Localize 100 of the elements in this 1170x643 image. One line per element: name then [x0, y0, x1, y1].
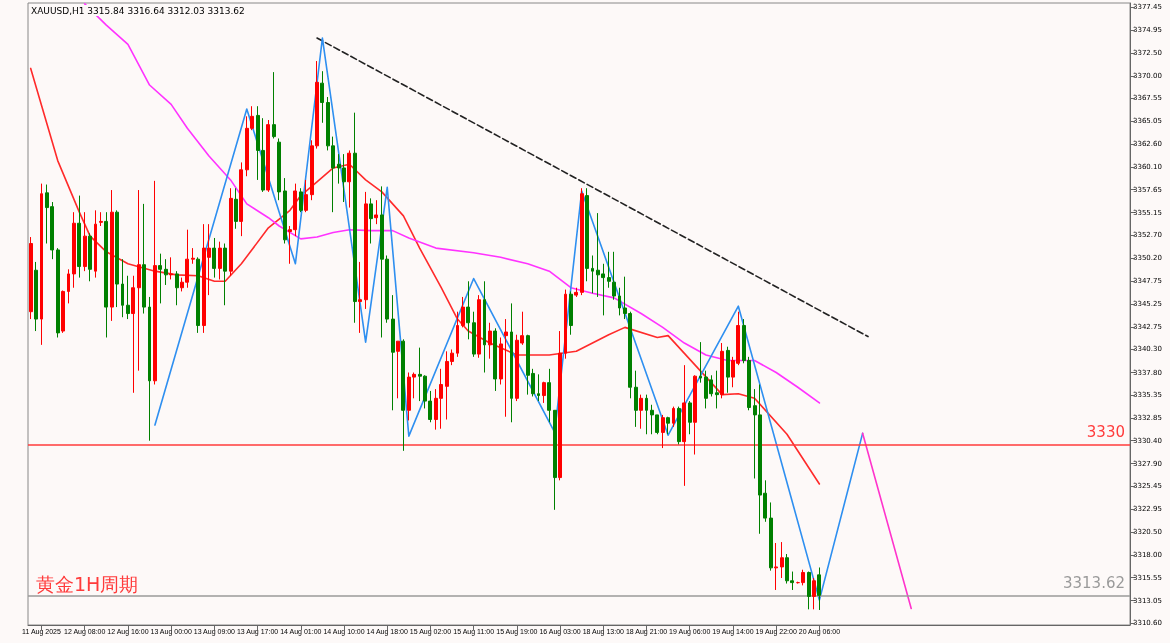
candlestick	[34, 261, 38, 332]
line-series	[154, 37, 864, 601]
candlestick	[158, 253, 162, 304]
candlestick	[369, 197, 373, 245]
candlestick	[607, 251, 611, 289]
candlestick	[110, 189, 114, 322]
candlestick	[83, 211, 87, 272]
candlestick	[99, 211, 103, 227]
candlestick	[77, 195, 81, 279]
candlestick	[769, 501, 773, 572]
candlestick	[456, 311, 459, 358]
candlestick	[645, 394, 648, 435]
candlestick	[126, 275, 130, 320]
candlestick	[661, 414, 665, 449]
candlestick	[239, 161, 243, 237]
candlestick	[229, 187, 233, 277]
candlestick	[569, 290, 573, 336]
candlestick	[466, 280, 470, 340]
candlestick	[396, 340, 400, 399]
candlestick	[212, 237, 216, 279]
candlestick	[537, 373, 540, 402]
candlestick	[148, 296, 151, 442]
candlestick	[693, 374, 697, 456]
candlestick	[558, 330, 562, 481]
candlestick	[131, 275, 135, 394]
candlestick	[812, 577, 816, 610]
candlestick	[574, 287, 578, 298]
line-series	[83, 3, 821, 404]
candlestick	[677, 406, 681, 445]
candlestick	[234, 187, 238, 230]
candlestick	[191, 247, 195, 265]
candlestick	[504, 318, 508, 418]
candlestick	[277, 137, 281, 201]
candlestick	[801, 569, 805, 586]
candlestick	[715, 370, 719, 409]
candlestick	[391, 294, 395, 411]
candlestick	[510, 302, 513, 423]
candlestick	[780, 541, 784, 579]
candlestick	[347, 149, 351, 209]
candlestick	[553, 409, 557, 511]
candlestick	[121, 258, 124, 318]
candlestick	[618, 287, 621, 316]
candlestick	[547, 368, 551, 423]
candlestick	[115, 209, 119, 308]
candlestick	[639, 394, 643, 430]
candlestick	[320, 70, 324, 124]
candlestick	[580, 187, 584, 296]
candlestick	[461, 296, 465, 328]
line-series	[29, 67, 821, 485]
ref-line-label: 3330	[1086, 422, 1125, 441]
candlestick	[223, 243, 227, 306]
candlestick	[564, 289, 567, 360]
annotation: 黄金1H周期	[36, 572, 139, 595]
candlestick	[682, 364, 686, 487]
candlestick	[153, 180, 157, 385]
ref-line-label: 3313.62	[1062, 573, 1125, 592]
candlestick	[67, 268, 70, 304]
candlestick	[196, 256, 200, 334]
candlestick	[817, 567, 821, 611]
candlestick	[283, 177, 287, 245]
candlestick	[634, 370, 638, 428]
candlestick	[807, 571, 811, 610]
candlestick	[493, 327, 497, 392]
candlestick	[169, 256, 173, 280]
candlestick	[401, 338, 405, 452]
candlestick	[542, 381, 546, 404]
candlestick	[164, 258, 168, 286]
candlestick	[299, 187, 303, 213]
candlestick	[591, 254, 594, 294]
candlestick	[472, 311, 476, 358]
candlestick	[477, 294, 481, 359]
candlestick	[612, 251, 616, 301]
candlestick	[483, 280, 486, 374]
candlestick	[304, 179, 308, 213]
candlestick	[175, 270, 179, 306]
candlestick	[29, 236, 33, 320]
candlestick	[726, 346, 730, 394]
candlestick	[218, 241, 222, 280]
candlestick	[672, 406, 675, 428]
candlestick	[374, 199, 378, 225]
candlestick	[666, 416, 670, 435]
candlestick	[88, 232, 92, 282]
candlestick	[699, 341, 702, 384]
candlestick	[72, 211, 76, 289]
candlestick	[353, 112, 357, 324]
candlestick	[56, 247, 60, 338]
candlestick	[585, 187, 589, 282]
candlestick	[61, 290, 65, 334]
candlestick	[364, 191, 368, 310]
candlestick	[137, 189, 141, 372]
chart-title: XAUUSD,H1 3315.84 3316.64 3312.03 3313.62	[31, 5, 245, 16]
candlestick	[488, 322, 492, 360]
candlestick	[720, 342, 724, 399]
candlestick	[94, 209, 97, 279]
candlestick	[104, 211, 108, 338]
candlestick	[358, 261, 362, 334]
candlestick	[40, 183, 43, 346]
candlestick	[499, 337, 503, 385]
candlestick	[266, 119, 270, 193]
candlestick	[142, 203, 146, 315]
